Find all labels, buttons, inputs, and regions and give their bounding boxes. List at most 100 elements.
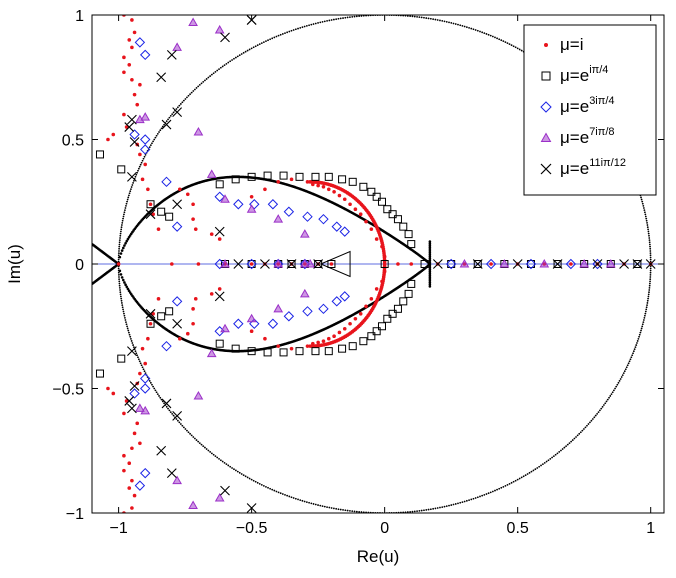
circle-dot: [216, 69, 219, 72]
circle-dot: [153, 138, 156, 141]
circle-dot: [647, 293, 650, 296]
data-point: [172, 411, 183, 421]
circle-dot: [236, 55, 239, 58]
circle-dot: [646, 302, 649, 304]
data-point: [276, 180, 281, 184]
circle-dot: [339, 508, 342, 511]
circle-dot: [182, 99, 185, 102]
circle-dot: [158, 395, 160, 397]
circle-dot: [328, 506, 331, 509]
circle-dot: [195, 87, 198, 89]
circle-dot: [510, 44, 513, 47]
data-point: [191, 202, 195, 207]
circle-dot: [483, 32, 486, 35]
circle-dot: [165, 120, 168, 123]
circle-dot: [223, 64, 226, 67]
series-5: [124, 15, 656, 513]
circle-dot: [218, 457, 220, 460]
circle-dot: [209, 75, 212, 77]
circle-dot: [643, 209, 646, 212]
circle-dot: [450, 22, 453, 24]
circle-dot: [506, 483, 509, 486]
circle-dot: [193, 88, 196, 91]
data-point: [127, 38, 132, 42]
circle-dot: [119, 295, 122, 298]
circle-dot: [491, 490, 494, 493]
data-point: [359, 182, 368, 191]
circle-dot: [598, 409, 601, 412]
circle-dot: [522, 475, 525, 478]
circle-dot: [140, 364, 143, 367]
circle-dot: [195, 439, 198, 441]
circle-dot: [506, 42, 509, 45]
data-point: [358, 212, 363, 216]
circle-dot: [586, 424, 588, 427]
circle-dot: [118, 247, 121, 250]
circle-dot: [234, 56, 237, 59]
circle-dot: [344, 509, 347, 512]
circle-dot: [344, 16, 347, 19]
circle-dot: [420, 509, 423, 512]
circle-dot: [118, 250, 120, 252]
data-point: [305, 180, 310, 184]
circle-dot: [317, 22, 319, 24]
axis-ticks: −1 −0.5 0 0.5 1 −1 −0.5 0 0.5 1: [52, 8, 664, 537]
circle-dot: [621, 374, 624, 377]
data-point: [399, 297, 408, 306]
circle-dot: [132, 179, 135, 182]
circle-dot: [121, 306, 124, 309]
circle-dot: [644, 213, 647, 216]
data-point: [117, 354, 126, 363]
circle-dot: [308, 501, 310, 504]
circle-dot: [240, 473, 243, 475]
circle-dot: [155, 391, 158, 394]
data-point: [129, 129, 140, 140]
circle-dot: [346, 509, 349, 512]
circle-dot: [543, 461, 546, 464]
circle-dot: [420, 16, 423, 19]
data-point: [214, 258, 225, 270]
data-point: [122, 468, 126, 473]
data-point: [140, 373, 151, 384]
circle-dot: [411, 510, 414, 513]
data-point: [132, 493, 137, 498]
circle-dot: [148, 146, 151, 149]
data-point: [172, 42, 182, 51]
circle-dot: [463, 500, 466, 503]
x-tick-label: −0.5: [236, 520, 268, 537]
circle-dot: [151, 383, 153, 386]
circle-dot: [319, 21, 322, 24]
circle-dot: [238, 54, 241, 57]
circle-dot: [128, 333, 131, 336]
data-point: [161, 398, 172, 409]
circle-dot: [120, 224, 123, 226]
circle-dot: [258, 43, 261, 46]
circle-dot: [118, 280, 121, 283]
circle-dot: [556, 452, 559, 455]
data-point: [364, 304, 368, 309]
circle-dot: [262, 41, 265, 44]
data-point: [359, 337, 368, 346]
circle-dot: [597, 411, 600, 414]
circle-dot: [139, 362, 142, 365]
data-point: [161, 340, 172, 352]
circle-dot: [138, 360, 141, 363]
circle-dot: [554, 453, 557, 456]
data-point: [135, 102, 140, 107]
circle-dot: [647, 297, 650, 300]
circle-dot: [576, 434, 579, 437]
circle-dot: [159, 396, 162, 399]
legend-marker: [541, 71, 551, 81]
circle-dot: [418, 16, 421, 19]
circle-dot: [635, 344, 638, 346]
data-point: [206, 169, 217, 178]
circle-dot: [502, 40, 505, 43]
circle-dot: [618, 379, 621, 382]
circle-dot: [468, 499, 470, 502]
circle-dot: [120, 226, 123, 229]
circle-dot: [629, 358, 632, 361]
circle-dot: [212, 72, 215, 75]
circle-dot: [439, 506, 441, 509]
data-point: [632, 259, 643, 269]
circle-dot: [427, 508, 430, 511]
